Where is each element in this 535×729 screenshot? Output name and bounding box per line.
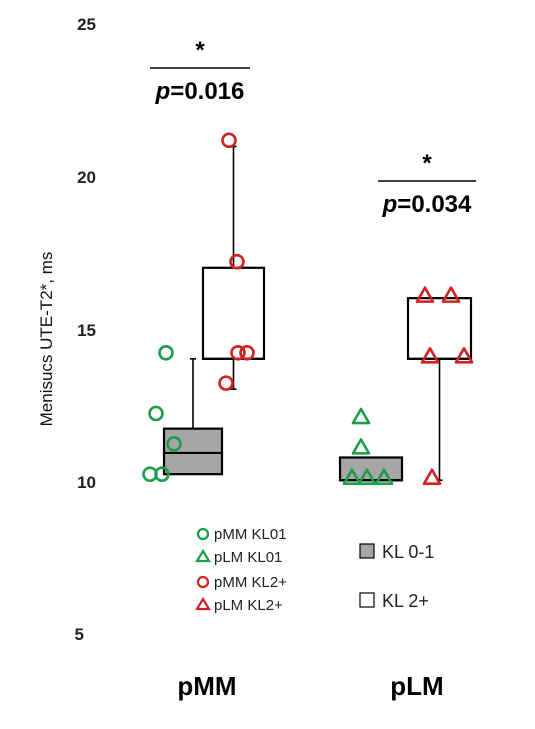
y-tick-label: 15 <box>77 321 96 340</box>
data-point-triangle <box>342 468 362 486</box>
legend-circle-red <box>196 575 210 589</box>
data-point-circle <box>221 132 237 149</box>
data-point-circle <box>154 466 170 482</box>
data-point-circle <box>230 344 246 361</box>
y-tick-label: 20 <box>77 168 96 187</box>
data-point-circle <box>158 344 174 361</box>
legend-label: pMM KL01 <box>214 526 287 543</box>
data-point-triangle <box>351 407 371 425</box>
box-rect <box>201 266 266 360</box>
data-point-triangle <box>351 438 371 455</box>
data-point-triangle <box>374 468 394 486</box>
data-point-triangle <box>357 468 377 486</box>
data-point-triangle <box>441 286 461 303</box>
legend-swatch-white <box>359 592 375 608</box>
data-point-circle <box>148 405 164 422</box>
box-rect <box>406 297 473 360</box>
legend-label: KL 2+ <box>382 591 429 611</box>
data-point-circle <box>218 375 234 391</box>
x-category-label: pLM <box>390 671 443 701</box>
box-pmm-kl01 <box>162 358 224 476</box>
data-point-triangle <box>422 468 442 486</box>
legend-triangle-green <box>195 548 211 563</box>
marker-legend: pMM KL01 pLM KL01 pMM KL2+ pLM KL2+ <box>195 526 287 614</box>
y-axis-label: Menisucs UTE-T2*, ms <box>37 252 56 427</box>
y-tick-label: 5 <box>75 625 84 644</box>
box-legend: KL 0-1 KL 2+ <box>359 542 434 611</box>
y-tick-label: 10 <box>77 473 96 492</box>
significance-star: * <box>422 150 432 177</box>
data-point-triangle <box>420 347 440 364</box>
significance-plm: * p=0.034 <box>378 150 476 218</box>
data-point-triangle <box>454 347 474 364</box>
box-plm-kl2 <box>406 297 473 482</box>
legend-swatch-gray <box>359 543 375 559</box>
legend-circle-green <box>196 527 210 541</box>
legend-label: pMM KL2+ <box>214 574 287 591</box>
data-points <box>142 132 474 486</box>
significance-star: * <box>195 37 205 64</box>
data-point-circle <box>239 344 255 361</box>
legend-label: KL 0-1 <box>382 542 434 562</box>
p-value-label: p=0.016 <box>155 78 245 105</box>
p-value-label: p=0.034 <box>382 191 472 218</box>
p-label: p <box>155 78 171 105</box>
legend-label: pLM KL01 <box>214 549 282 566</box>
data-point-circle <box>166 436 182 452</box>
p-label: p <box>382 191 398 218</box>
legend-triangle-red <box>195 596 211 611</box>
p-value: =0.034 <box>397 191 472 218</box>
x-category-label: pMM <box>177 671 236 701</box>
p-value: =0.016 <box>170 78 244 105</box>
significance-pmm: * p=0.016 <box>150 37 250 105</box>
legend-label: pLM KL2+ <box>214 597 283 614</box>
data-point-triangle <box>415 286 435 303</box>
data-point-circle <box>229 253 245 270</box>
y-tick-label: 25 <box>77 15 96 34</box>
